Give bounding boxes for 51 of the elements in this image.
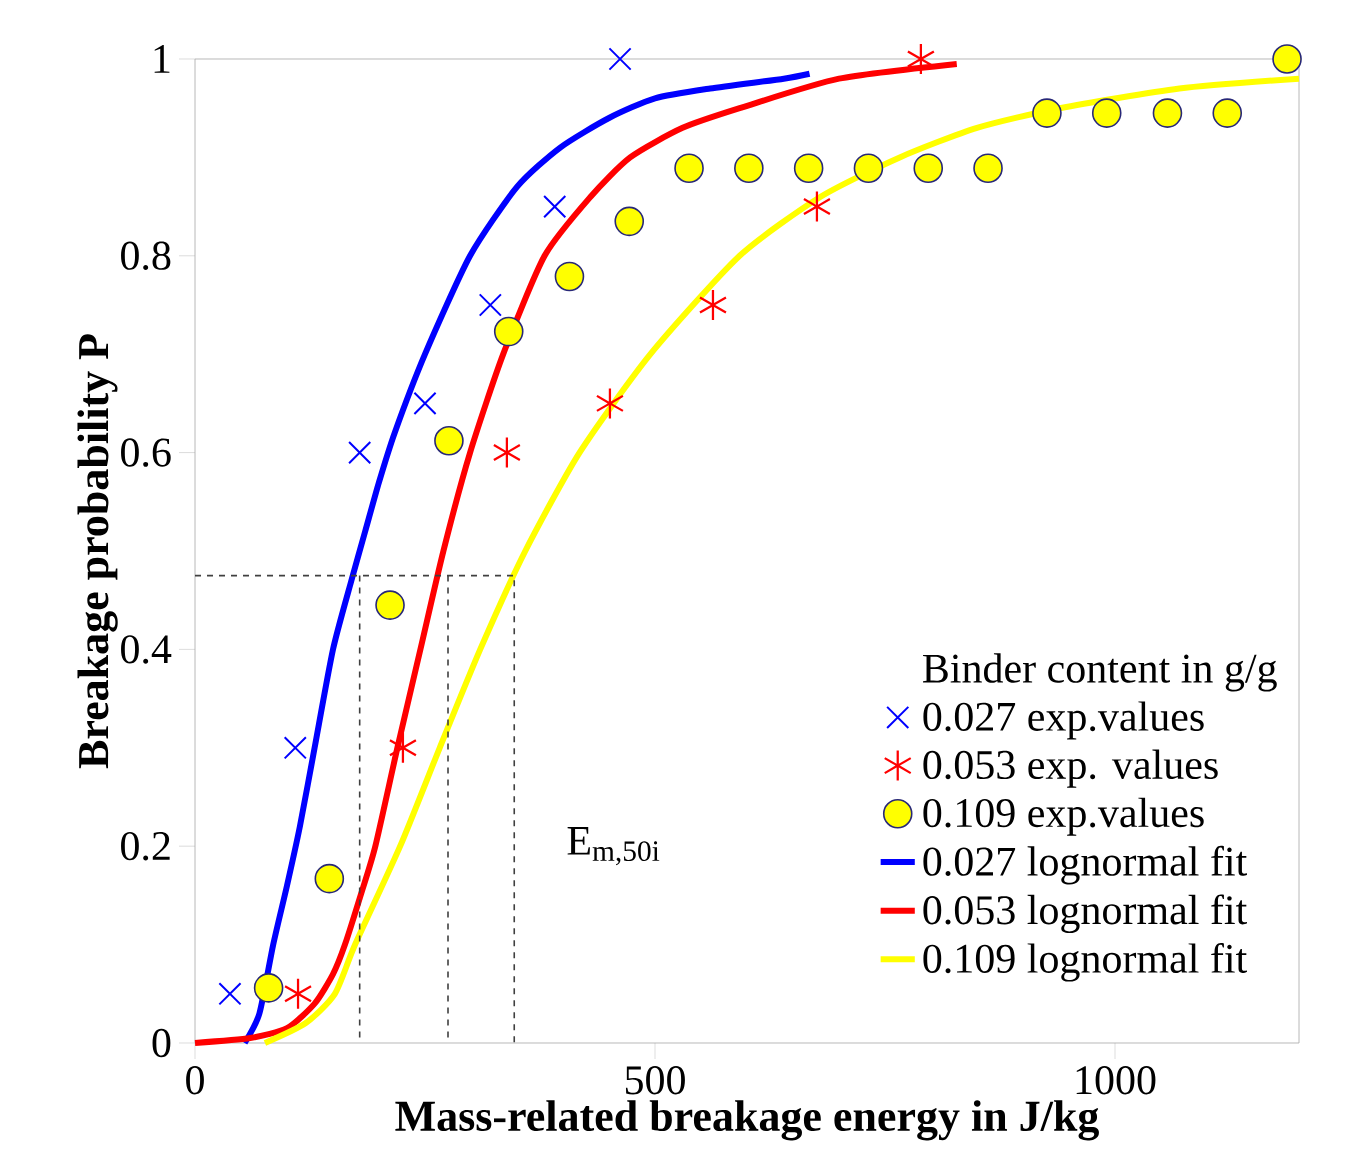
- legend-label: 0.053 lognormal fit: [923, 894, 1247, 934]
- y-tick-label: 0.8: [121, 241, 171, 271]
- y-tick-label: 1: [154, 45, 170, 73]
- point: [478, 293, 502, 317]
- point: [853, 153, 884, 183]
- point: [608, 47, 632, 71]
- x-tick-label: 500: [625, 1066, 685, 1095]
- point: [803, 191, 831, 222]
- x-tick-label: 1000: [1076, 1066, 1156, 1095]
- point: [699, 289, 727, 320]
- point: [348, 440, 372, 465]
- y-tick-label: 0.2: [121, 831, 170, 861]
- legend-title: Binder content in g/g: [923, 653, 1277, 692]
- y-tick-label: 0.4: [121, 635, 172, 664]
- point: [973, 153, 1003, 183]
- point: [907, 43, 935, 74]
- point: [1212, 98, 1243, 128]
- point: [1272, 44, 1302, 74]
- point: [375, 590, 405, 620]
- point: [493, 316, 524, 347]
- point: [1152, 98, 1183, 128]
- point: [1091, 98, 1122, 128]
- point: [493, 437, 521, 468]
- point: [283, 736, 307, 760]
- legend-label: 0.053 exp. values: [923, 749, 1218, 788]
- y-tick-label: 0.6: [121, 438, 171, 467]
- point: [413, 391, 437, 415]
- point: [434, 425, 464, 456]
- y-axis-title: Breakage probability P: [77, 334, 118, 769]
- legend-label: 0.109 exp.values: [923, 797, 1204, 836]
- point: [389, 732, 417, 763]
- point: [554, 261, 585, 292]
- point: [913, 153, 944, 183]
- point: [674, 153, 704, 183]
- x-axis-title: Mass-related breakage energy in J/kg: [395, 1100, 1099, 1141]
- point: [543, 194, 567, 219]
- point: [314, 863, 345, 894]
- point: [734, 153, 764, 183]
- point: [793, 153, 824, 183]
- point: [596, 388, 624, 419]
- legend-label: 0.109 lognormal fit: [923, 942, 1247, 982]
- point: [253, 973, 284, 1003]
- y-tick-label: 0: [152, 1028, 171, 1058]
- legend-label: 0.027 lognormal fit: [923, 845, 1247, 885]
- legend-label: 0.027 exp.values: [923, 701, 1204, 740]
- point: [218, 982, 242, 1006]
- point: [1032, 98, 1062, 128]
- point: [284, 978, 312, 1009]
- point: [614, 206, 645, 237]
- annotation: E$_{m,50i}$: [567, 827, 660, 866]
- x-tick-label: 0: [186, 1066, 204, 1095]
